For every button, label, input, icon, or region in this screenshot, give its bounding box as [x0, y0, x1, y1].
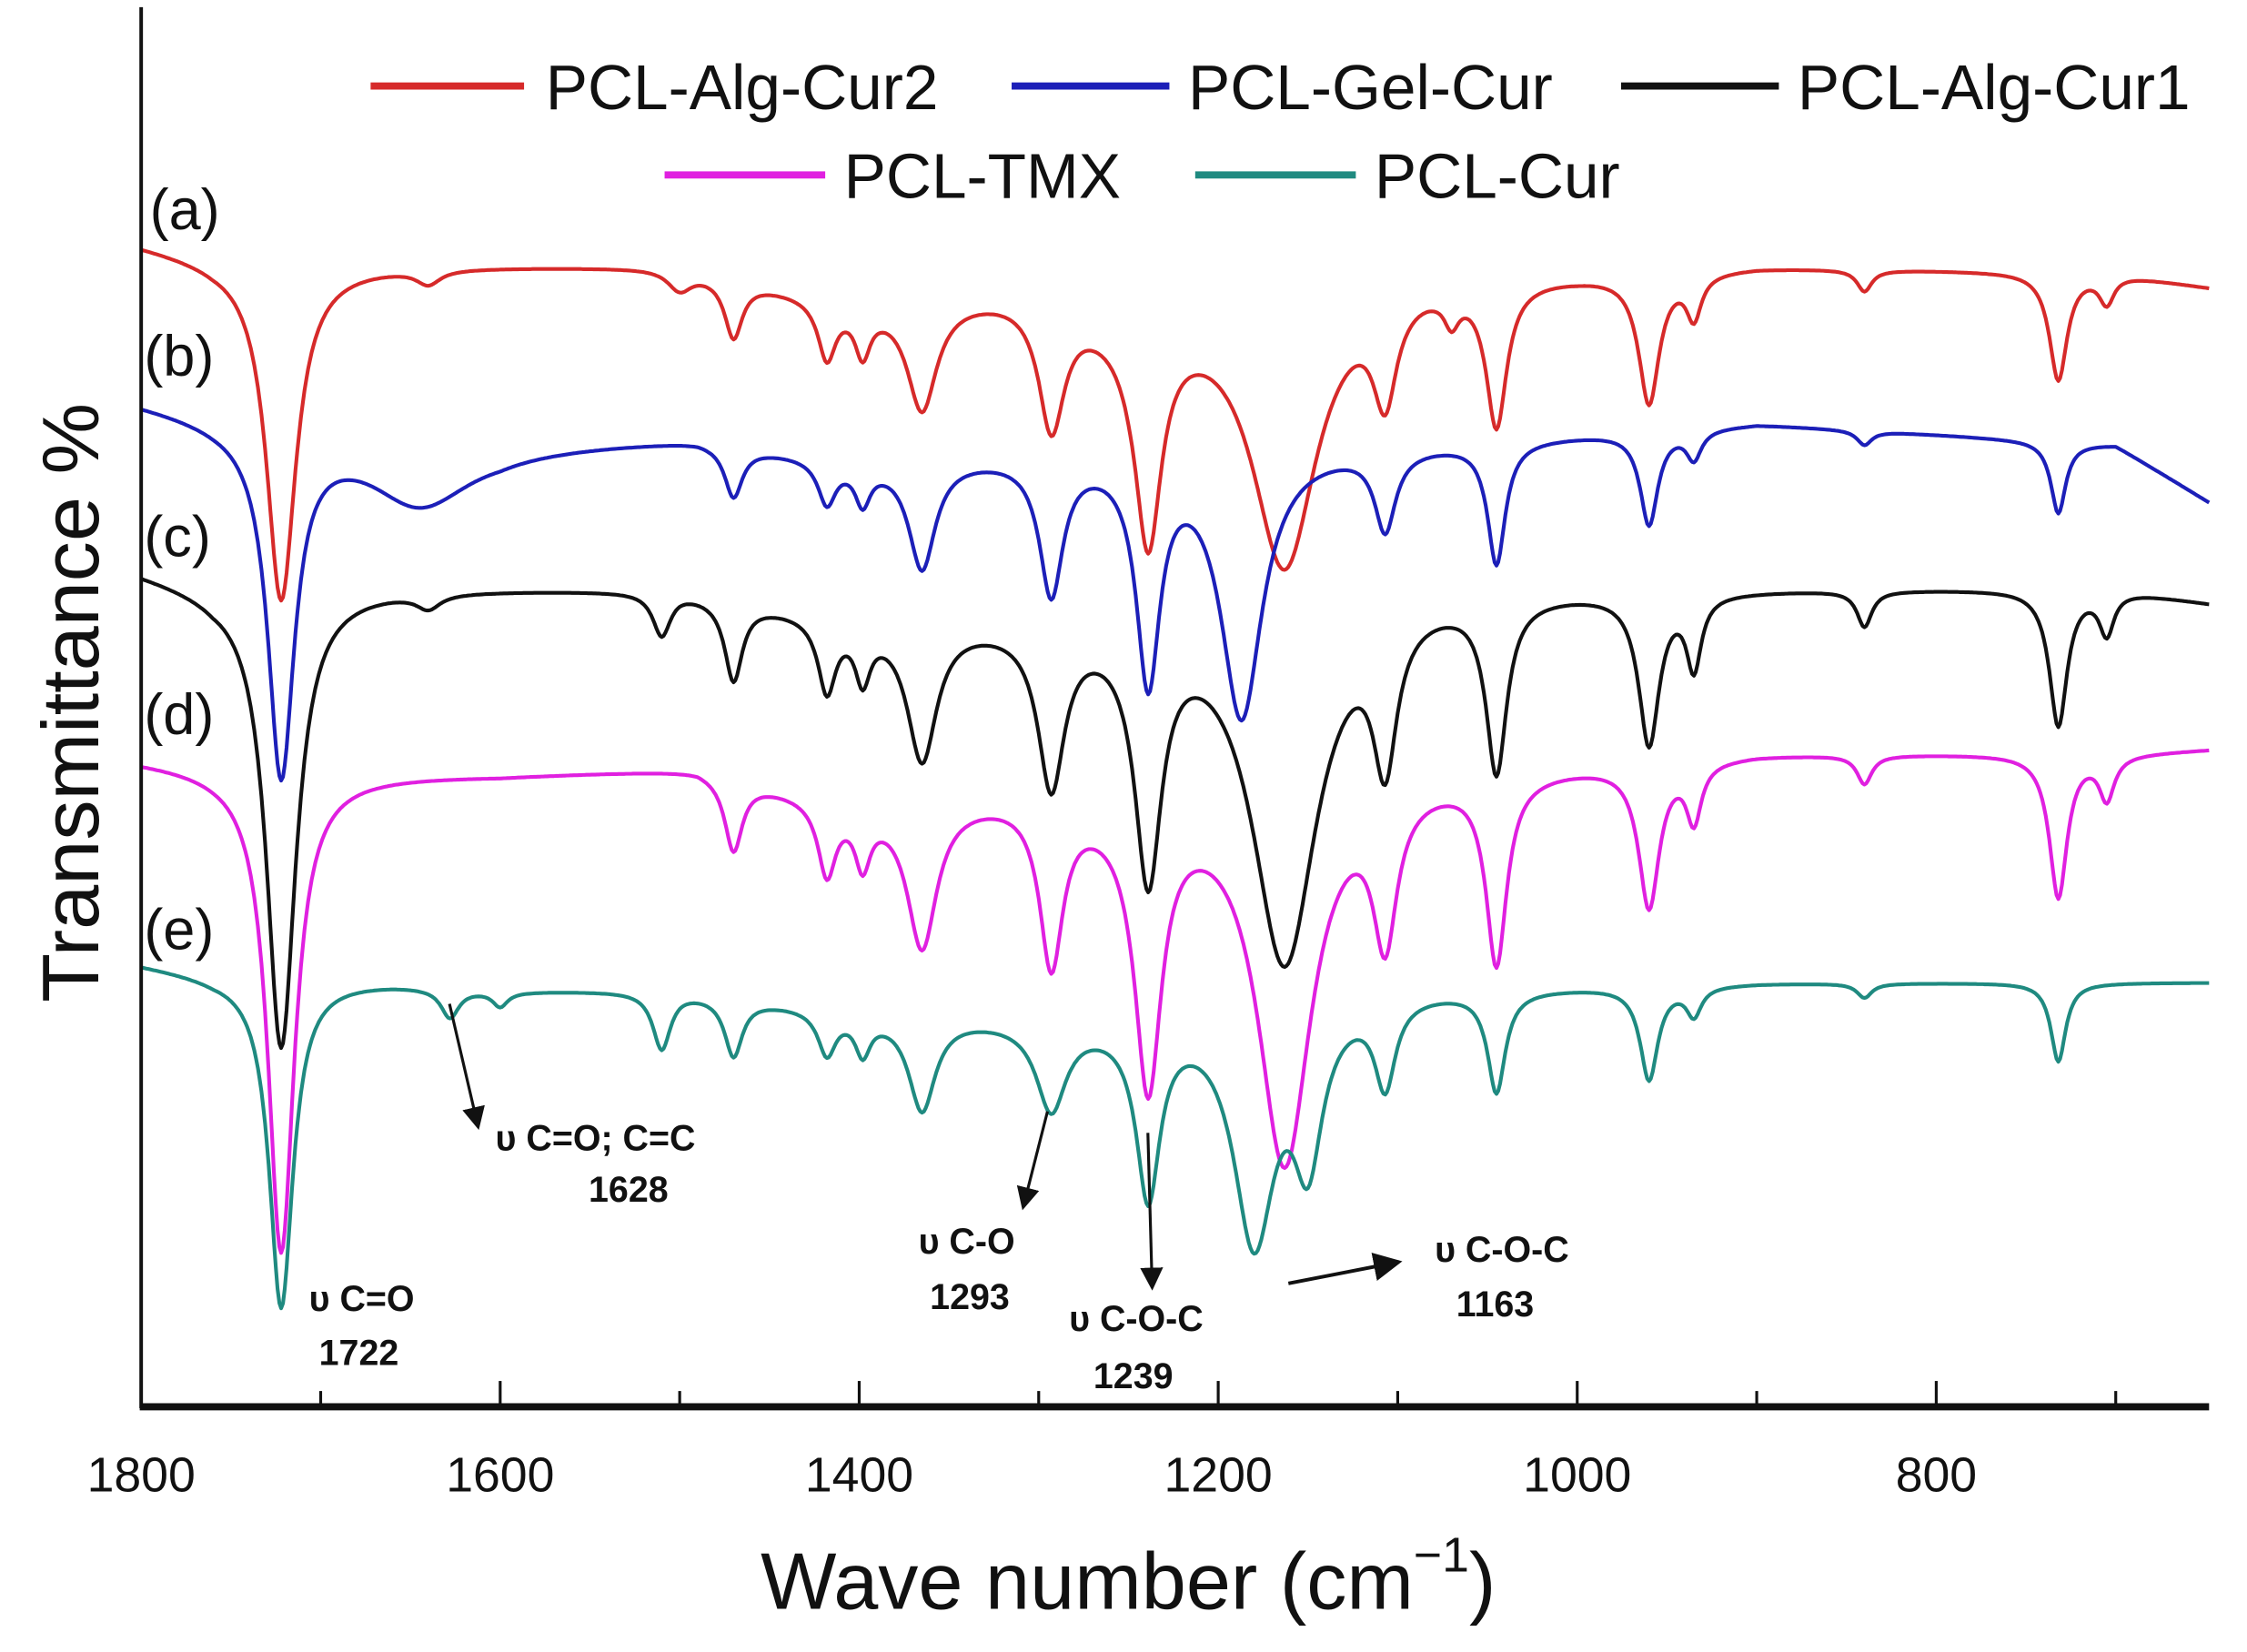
legend-label-pcl-alg-cur1: PCL-Alg-Cur1 — [1798, 52, 2191, 123]
arrow-1163 — [1287, 1253, 1403, 1285]
series-tag-e: (e) — [144, 899, 214, 962]
series-line-pcl-gel-cur — [140, 408, 2211, 783]
legend-label-pcl-tmx: PCL-TMX — [844, 141, 1121, 212]
annotation-1293-value: 1293 — [930, 1277, 1010, 1317]
legend-label-pcl-cur: PCL-Cur — [1375, 141, 1620, 212]
annotations: υ C=O; C=C 1628 υ C=O 1722 υ C-O 1293 υ … — [309, 1003, 1569, 1396]
annotation-1722-value: 1722 — [319, 1334, 399, 1374]
x-axis-label-close: ) — [1469, 1536, 1496, 1627]
series-tag-d: (d) — [144, 683, 214, 747]
y-axis-label: Transmittance % — [25, 403, 116, 1002]
annotation-1628-label: υ C=O; C=C — [496, 1118, 696, 1158]
x-axis-label-superscript: −1 — [1414, 1528, 1469, 1583]
legend-label-pcl-gel-cur: PCL-Gel-Cur — [1188, 52, 1553, 123]
legend-label-pcl-alg-cur2: PCL-Alg-Cur2 — [546, 52, 939, 123]
x-tick-label: 800 — [1896, 1447, 1977, 1502]
annotation-1163-value: 1163 — [1456, 1284, 1534, 1325]
series-tag-c: (c) — [144, 506, 211, 569]
annotation-1239-value: 1239 — [1093, 1356, 1174, 1396]
x-axis-label: Wave number (cm−1) — [761, 1528, 1496, 1627]
arrow-1239 — [1140, 1133, 1164, 1291]
annotation-1628-value: 1628 — [589, 1170, 669, 1210]
series-tag-a: (a) — [150, 178, 220, 242]
x-tick-label: 1600 — [446, 1447, 554, 1502]
series-layer — [140, 247, 2211, 1311]
legend: PCL-Alg-Cur2 PCL-Gel-Cur PCL-Alg-Cur1 PC… — [370, 52, 2191, 212]
x-tick-label: 1200 — [1164, 1447, 1273, 1502]
annotation-1293-label: υ C-O — [919, 1222, 1015, 1262]
annotation-1722-label: υ C=O — [309, 1279, 415, 1319]
x-tick-label: 1800 — [87, 1447, 196, 1502]
x-tick-label: 1000 — [1523, 1447, 1631, 1502]
annotation-1239-label: υ C-O-C — [1069, 1299, 1204, 1339]
arrow-1293 — [1016, 1111, 1049, 1211]
series-line-pcl-alg-cur2 — [140, 247, 2210, 603]
series-tag-b: (b) — [144, 325, 214, 388]
x-ticks: 1800 1600 1400 1200 1000 800 — [87, 1381, 2118, 1502]
series-line-pcl-tmx — [140, 748, 2210, 1255]
series-line-pcl-cur — [140, 965, 2210, 1311]
arrow-1628 — [448, 1003, 485, 1131]
x-tick-label: 1400 — [805, 1447, 913, 1502]
series-line-pcl-alg-cur1 — [140, 577, 2210, 1051]
annotation-1163-label: υ C-O-C — [1435, 1230, 1569, 1270]
